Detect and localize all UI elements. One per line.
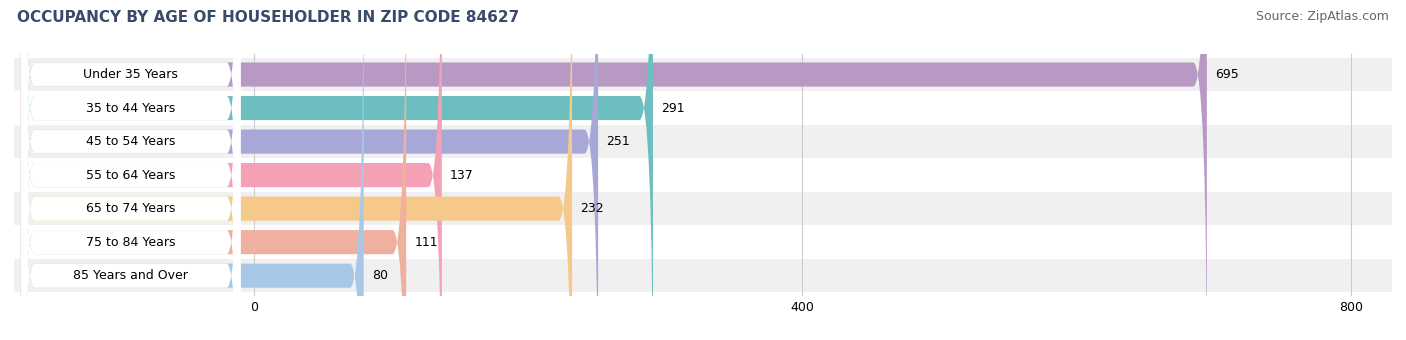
Text: 45 to 54 Years: 45 to 54 Years — [86, 135, 176, 148]
FancyBboxPatch shape — [21, 0, 572, 340]
Text: OCCUPANCY BY AGE OF HOUSEHOLDER IN ZIP CODE 84627: OCCUPANCY BY AGE OF HOUSEHOLDER IN ZIP C… — [17, 10, 519, 25]
FancyBboxPatch shape — [21, 0, 598, 340]
FancyBboxPatch shape — [21, 0, 240, 340]
Text: Under 35 Years: Under 35 Years — [83, 68, 179, 81]
Bar — [14, 91, 1392, 125]
Bar — [14, 125, 1392, 158]
Text: 291: 291 — [661, 102, 685, 115]
FancyBboxPatch shape — [21, 0, 364, 340]
FancyBboxPatch shape — [21, 0, 240, 340]
Bar — [14, 225, 1392, 259]
FancyBboxPatch shape — [21, 0, 240, 340]
FancyBboxPatch shape — [21, 0, 406, 340]
Text: 55 to 64 Years: 55 to 64 Years — [86, 169, 176, 182]
Bar — [14, 158, 1392, 192]
Text: 111: 111 — [415, 236, 439, 249]
Text: 65 to 74 Years: 65 to 74 Years — [86, 202, 176, 215]
FancyBboxPatch shape — [21, 0, 1206, 340]
Text: 251: 251 — [606, 135, 630, 148]
Text: 232: 232 — [581, 202, 605, 215]
Bar — [14, 58, 1392, 91]
Text: 85 Years and Over: 85 Years and Over — [73, 269, 188, 282]
Bar — [14, 192, 1392, 225]
Text: 80: 80 — [373, 269, 388, 282]
Text: 75 to 84 Years: 75 to 84 Years — [86, 236, 176, 249]
Text: 695: 695 — [1215, 68, 1239, 81]
Text: Source: ZipAtlas.com: Source: ZipAtlas.com — [1256, 10, 1389, 23]
FancyBboxPatch shape — [21, 0, 240, 340]
Text: 35 to 44 Years: 35 to 44 Years — [86, 102, 176, 115]
FancyBboxPatch shape — [21, 0, 240, 340]
Bar — [14, 259, 1392, 292]
FancyBboxPatch shape — [21, 0, 240, 340]
FancyBboxPatch shape — [21, 0, 652, 340]
FancyBboxPatch shape — [21, 0, 441, 340]
Text: 137: 137 — [450, 169, 474, 182]
FancyBboxPatch shape — [21, 0, 240, 340]
